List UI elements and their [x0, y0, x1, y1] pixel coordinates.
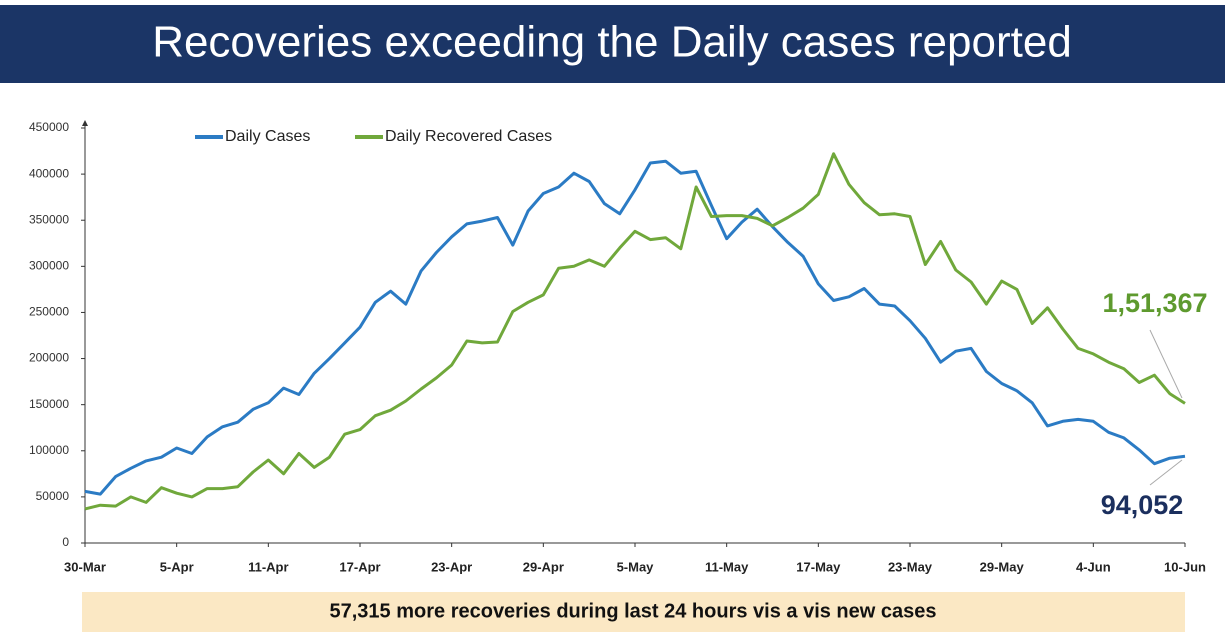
chart-title: Recoveries exceeding the Daily cases rep…: [152, 18, 1072, 67]
annotation: 1,51,367: [1102, 288, 1207, 318]
y-tick-label: 300000: [29, 259, 69, 273]
x-tick-label: 17-Apr: [339, 559, 380, 574]
legend-label: Daily Cases: [225, 128, 310, 145]
title-banner: [0, 5, 1225, 83]
legend-label: Daily Recovered Cases: [385, 128, 552, 145]
x-tick-label: 4-Jun: [1076, 559, 1111, 574]
y-tick-label: 350000: [29, 212, 69, 226]
y-axis-arrow: [82, 120, 88, 126]
x-tick-label: 5-May: [617, 559, 655, 574]
y-tick-label: 0: [62, 535, 69, 549]
series-line: [84, 159, 1186, 496]
x-tick-label: 23-Apr: [431, 559, 472, 574]
y-tick-label: 250000: [29, 305, 69, 319]
x-tick-label: 17-May: [796, 559, 841, 574]
x-tick-label: 11-Apr: [248, 559, 288, 574]
footer-text: 57,315 more recoveries during last 24 ho…: [330, 600, 937, 622]
y-tick-label: 450000: [29, 120, 69, 134]
x-tick-label: 23-May: [888, 559, 933, 574]
annotation: 94,052: [1101, 490, 1184, 520]
leader-line: [1149, 329, 1183, 399]
y-tick-label: 200000: [29, 351, 69, 365]
x-tick-label: 29-Apr: [523, 559, 564, 574]
x-tick-label: 29-May: [980, 559, 1025, 574]
x-tick-label: 10-Jun: [1164, 559, 1206, 574]
series-line: [84, 152, 1186, 511]
y-tick-label: 400000: [29, 166, 69, 180]
x-tick-label: 11-May: [705, 559, 749, 574]
x-tick-label: 5-Apr: [160, 559, 194, 574]
y-tick-label: 100000: [29, 443, 69, 457]
footer-box: [82, 592, 1185, 632]
leader-line: [1149, 459, 1183, 486]
x-tick-label: 30-Mar: [64, 559, 106, 574]
y-tick-label: 50000: [36, 489, 70, 503]
y-tick-label: 150000: [29, 397, 69, 411]
